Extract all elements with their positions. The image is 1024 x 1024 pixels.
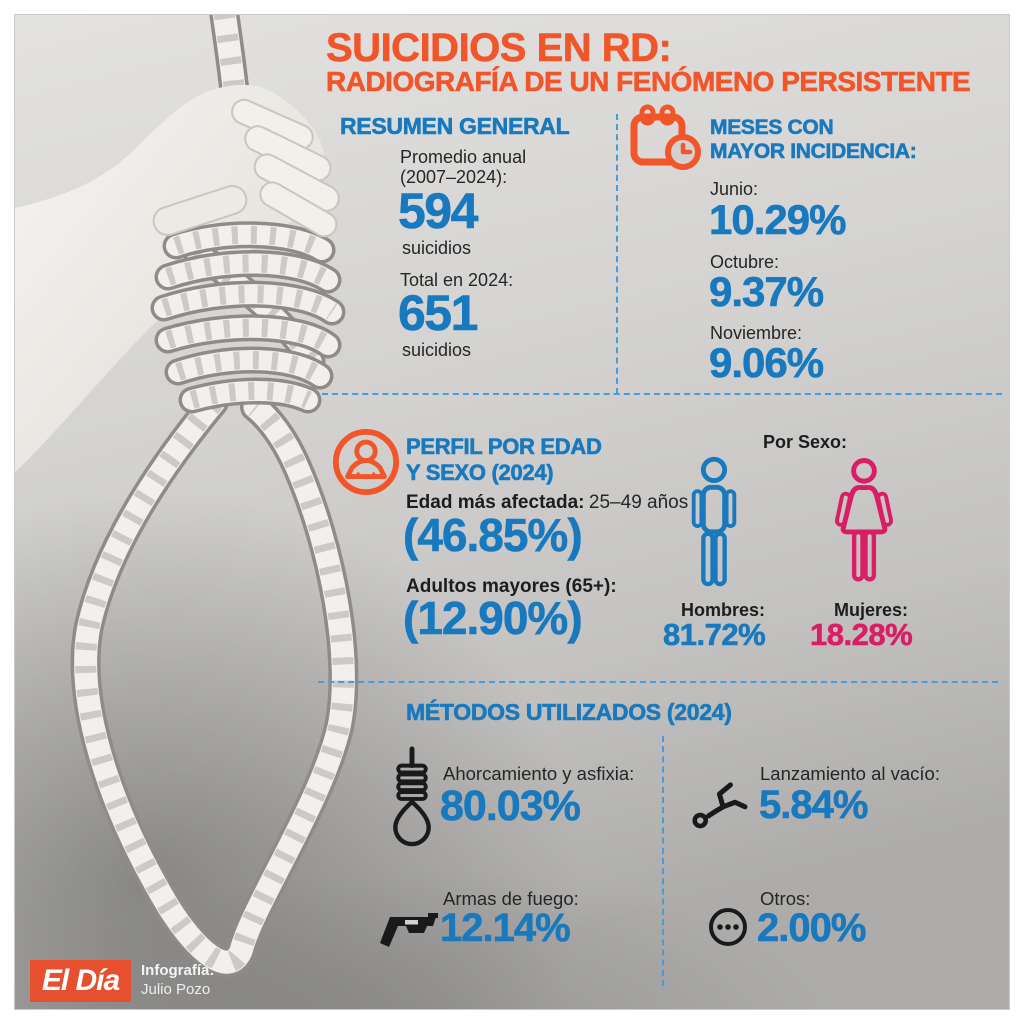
meses-heading-line2: MAYOR INCIDENCIA: bbox=[710, 140, 917, 164]
meses-heading: MESES CON MAYOR INCIDENCIA: bbox=[710, 116, 917, 164]
metodo-value: 5.84% bbox=[759, 783, 869, 827]
male-label: Hombres: bbox=[681, 600, 766, 620]
sexo-heading: Por Sexo: bbox=[763, 432, 848, 452]
page-subtitle: RADIOGRAFÍA DE UN FENÓMENO PERSISTENTE bbox=[326, 66, 971, 97]
mes-value: 10.29% bbox=[709, 196, 847, 243]
metodo-label: Armas de fuego: bbox=[443, 888, 579, 909]
resumen-item-unit: suicidios bbox=[402, 238, 472, 258]
falling-person-icon bbox=[692, 776, 756, 834]
resumen-item-label: Total en 2024: bbox=[400, 270, 514, 290]
mes-value: 9.06% bbox=[709, 339, 825, 386]
age-group-value: (12.90%) bbox=[403, 592, 583, 644]
credit-label: Infografía: bbox=[141, 962, 215, 979]
male-figure-icon bbox=[684, 456, 744, 598]
noose-icon bbox=[388, 746, 436, 848]
resumen-item-label: Promedio anual bbox=[400, 147, 527, 167]
divider-vertical-top bbox=[616, 114, 618, 394]
male-value: 81.72% bbox=[663, 617, 766, 652]
perfil-heading-line2: Y SEXO (2024) bbox=[406, 459, 554, 486]
calendar-clock-icon bbox=[628, 104, 704, 174]
female-value: 18.28% bbox=[810, 617, 913, 652]
age-group-label-bold: Edad más afectada: bbox=[406, 492, 585, 513]
el-dia-logo: El Día bbox=[30, 960, 131, 1002]
resumen-item-value: 651 bbox=[398, 285, 479, 341]
mes-label: Junio: bbox=[710, 179, 759, 199]
resumen-item-unit: suicidios bbox=[402, 340, 472, 360]
perfil-heading: PERFIL POR EDAD Y SEXO (2024) bbox=[406, 434, 602, 486]
metodo-label: Lanzamiento al vacío: bbox=[760, 763, 940, 784]
resumen-heading: RESUMEN GENERAL bbox=[340, 113, 570, 139]
age-group-label-bold: Adultos mayores (65+): bbox=[406, 576, 617, 597]
age-group-label: Adultos mayores (65+): bbox=[406, 576, 617, 598]
divider-horizontal-1 bbox=[322, 393, 1002, 395]
mes-label: Octubre: bbox=[710, 252, 780, 272]
female-figure-icon bbox=[830, 458, 898, 596]
female-label: Mujeres: bbox=[834, 600, 909, 620]
age-group-value: (46.85%) bbox=[403, 509, 583, 561]
metodo-value: 80.03% bbox=[440, 782, 581, 830]
mes-value: 9.37% bbox=[709, 268, 825, 315]
photo-background: .ro{stroke:#8F8C88;stroke-width:30;fill:… bbox=[15, 15, 1009, 1009]
page-title: SUICIDIOS EN RD: bbox=[326, 26, 672, 70]
noose-photo: .ro{stroke:#8F8C88;stroke-width:30;fill:… bbox=[15, 15, 1009, 1009]
person-circle-icon bbox=[332, 428, 400, 496]
revolver-icon bbox=[376, 900, 440, 954]
meses-heading-line1: MESES CON bbox=[710, 116, 834, 140]
mes-label: Noviembre: bbox=[710, 323, 803, 343]
perfil-heading-line1: PERFIL POR EDAD bbox=[406, 434, 602, 460]
age-group-label-normal: 25–49 años bbox=[588, 492, 689, 513]
ellipsis-circle-icon bbox=[707, 906, 749, 948]
metodo-label: Otros: bbox=[760, 888, 811, 909]
metodo-value: 12.14% bbox=[440, 906, 571, 950]
divider-horizontal-2 bbox=[318, 681, 998, 683]
age-group-label: Edad más afectada: 25–49 años bbox=[406, 492, 688, 514]
metodo-label: Ahorcamiento y asfixia: bbox=[443, 763, 635, 784]
resumen-item-value: 594 bbox=[398, 183, 479, 239]
resumen-item-label: (2007–2024): bbox=[400, 167, 508, 187]
credit-name: Julio Pozo bbox=[141, 981, 211, 998]
metodos-heading: MÉTODOS UTILIZADOS (2024) bbox=[406, 699, 733, 725]
divider-vertical-bottom bbox=[662, 736, 664, 986]
metodo-value: 2.00% bbox=[757, 906, 867, 950]
